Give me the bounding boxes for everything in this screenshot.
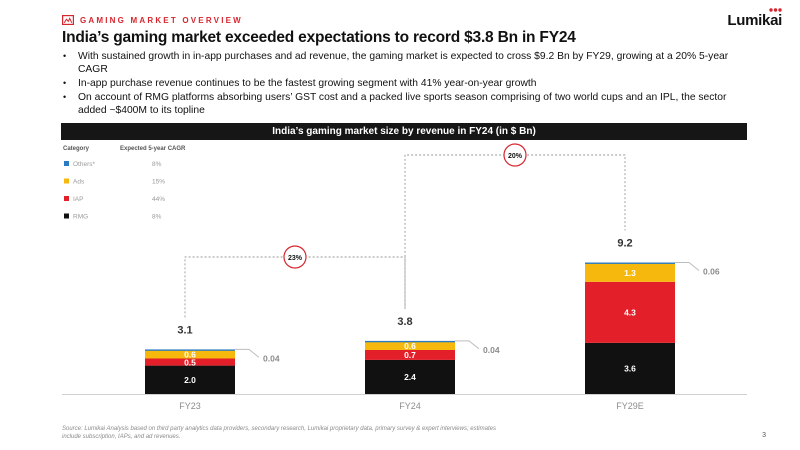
segment-value-label: 1.3 — [624, 268, 636, 278]
others-value-label: 0.06 — [703, 267, 720, 277]
segment-value-label: 0.6 — [184, 349, 196, 359]
legend-swatch — [64, 178, 69, 184]
legend-swatch — [64, 161, 69, 166]
bar-segment-iap-fy29e — [585, 281, 675, 343]
legend-header-cagr: Expected 5-year CAGR — [120, 146, 186, 152]
bullet-item: • In-app purchase revenue continues to be… — [62, 77, 752, 90]
company-logo: Lumikai — [727, 8, 782, 29]
bar-segment-ads-fy23 — [145, 349, 235, 359]
segment-value-label: 0.7 — [404, 350, 416, 360]
bar-total-label: 3.8 — [397, 316, 412, 328]
others-value-label: 0.04 — [483, 345, 500, 355]
page-number: 3 — [762, 432, 766, 439]
bullet-text: With sustained growth in in-app purchase… — [78, 51, 729, 75]
growth-label: 23% — [288, 255, 303, 262]
segment-value-label: 4.3 — [624, 308, 636, 318]
bullet-text: In-app purchase revenue continues to be … — [78, 78, 537, 89]
legend-header-category: Category — [63, 146, 90, 152]
bar-segment-rmg-fy29e — [585, 342, 675, 394]
growth-bracket — [404, 154, 626, 309]
bullet-item: • On account of RMG platforms absorbing u… — [62, 91, 752, 117]
legend-item-cagr: 44% — [152, 196, 165, 203]
bar-segment-ads-fy29e — [585, 263, 675, 282]
bullet-dot: • — [63, 51, 67, 61]
x-tick-label: FY24 — [399, 401, 421, 411]
bar-segment-ads-fy24 — [365, 341, 455, 350]
growth-label: 20% — [508, 153, 523, 160]
legend-swatch — [64, 213, 69, 219]
growth-badge — [503, 143, 527, 167]
legend-item-label: RMG — [73, 214, 88, 221]
bar-segment-others-fy24 — [365, 340, 455, 343]
legend-item-cagr: 15% — [152, 179, 165, 186]
segment-value-label: 0.6 — [404, 341, 416, 351]
gamepad-icon — [62, 15, 74, 25]
legend-item-cagr: 8% — [152, 161, 162, 168]
bar-segment-rmg-fy24 — [365, 359, 455, 394]
segment-value-label: 2.0 — [184, 375, 196, 385]
bullet-list: • With sustained growth in in-app purchas… — [62, 50, 752, 118]
others-value-label: 0.04 — [263, 353, 280, 363]
legend-item-cagr: 8% — [152, 214, 162, 221]
bar-total-label: 3.1 — [177, 324, 192, 336]
bar-segment-others-fy23 — [145, 349, 235, 351]
others-leader-line — [235, 348, 260, 358]
others-leader-line — [455, 340, 480, 350]
chart-title: India’s gaming market size by revenue in… — [61, 123, 747, 140]
bullet-text: On account of RMG platforms absorbing us… — [78, 92, 727, 116]
section-tag: GAMING MARKET OVERVIEW — [62, 15, 243, 25]
bullet-item: • With sustained growth in in-app purchas… — [62, 50, 752, 76]
bullet-dot: • — [63, 92, 67, 102]
legend-item-label: Others* — [73, 161, 96, 168]
legend-item-label: IAP — [73, 196, 83, 203]
legend-item-label: Ads — [73, 179, 85, 186]
segment-value-label: 0.5 — [184, 357, 196, 367]
growth-badge — [283, 245, 307, 269]
x-tick-label: FY29E — [616, 401, 644, 411]
page-title: India’s gaming market exceeded expectati… — [62, 29, 576, 46]
bar-total-label: 9.2 — [617, 238, 632, 250]
logo-text: Lumikai — [727, 12, 782, 29]
logo-dots-icon — [769, 8, 782, 12]
others-leader-line — [675, 262, 700, 271]
bar-segment-iap-fy23 — [145, 358, 235, 366]
bullet-dot: • — [63, 78, 67, 88]
x-tick-label: FY23 — [179, 401, 201, 411]
source-footnote: Source: Lumikai Analysis based on third … — [62, 426, 496, 440]
legend-swatch — [64, 196, 69, 201]
bar-segment-others-fy29e — [585, 262, 675, 264]
bar-segment-rmg-fy23 — [145, 365, 235, 394]
segment-value-label: 3.6 — [624, 364, 636, 374]
bar-segment-iap-fy24 — [365, 349, 455, 360]
section-label: GAMING MARKET OVERVIEW — [80, 15, 243, 25]
segment-value-label: 2.4 — [404, 372, 416, 382]
